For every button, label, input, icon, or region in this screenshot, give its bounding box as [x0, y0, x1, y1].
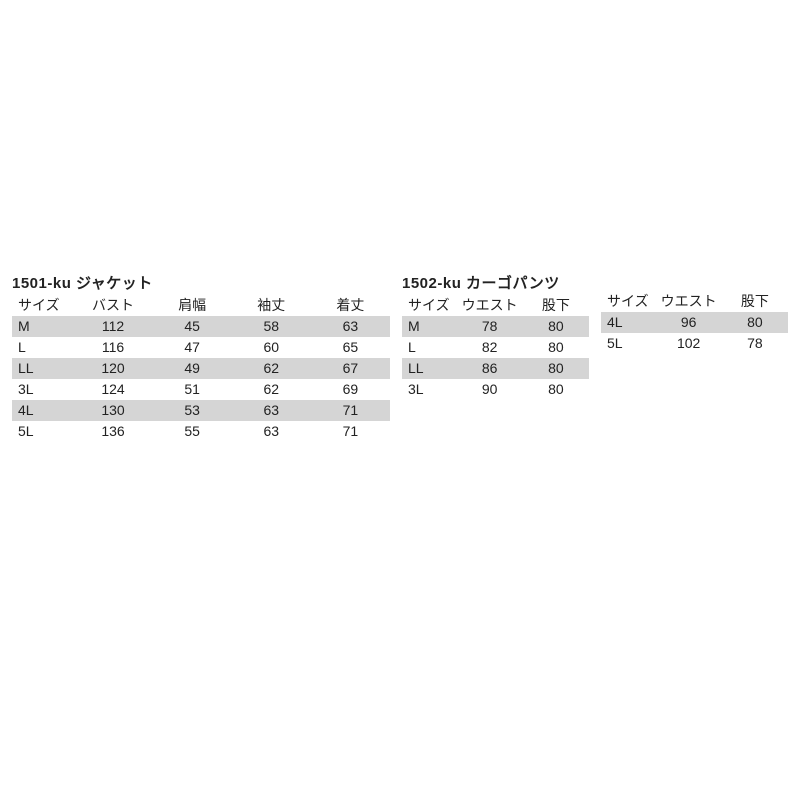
cell: 96: [655, 312, 721, 333]
cell: 71: [311, 400, 390, 421]
cell: 130: [73, 400, 152, 421]
cell: 55: [153, 421, 232, 442]
jacket-header-row: サイズ バスト 肩幅 袖丈 着丈: [12, 295, 390, 316]
cell: LL: [12, 358, 73, 379]
table-row: LL 120 49 62 67: [12, 358, 390, 379]
cell: 4L: [601, 312, 655, 333]
col-sleeve: 袖丈: [232, 295, 311, 316]
col-waist: ウエスト: [655, 291, 721, 312]
cell: 90: [456, 379, 522, 400]
cell: 63: [232, 421, 311, 442]
table-row: M 112 45 58 63: [12, 316, 390, 337]
cell: 65: [311, 337, 390, 358]
table-row: L 82 80: [402, 337, 589, 358]
table-row: 3L 124 51 62 69: [12, 379, 390, 400]
cell: 120: [73, 358, 152, 379]
pants2-title-spacer: [601, 272, 788, 289]
table-row: 4L 96 80: [601, 312, 788, 333]
cell: 136: [73, 421, 152, 442]
cell: 112: [73, 316, 152, 337]
cell: 5L: [12, 421, 73, 442]
table-row: LL 86 80: [402, 358, 589, 379]
cell: 69: [311, 379, 390, 400]
cell: 78: [722, 333, 788, 354]
pants-block: 1502-ku カーゴパンツ サイズ ウエスト 股下 M 78 80 L: [402, 272, 589, 442]
cell: 63: [311, 316, 390, 337]
pants-table: サイズ ウエスト 股下 M 78 80 L 82 80 LL 8: [402, 295, 589, 400]
cell: M: [402, 316, 457, 337]
cell: 47: [153, 337, 232, 358]
table-row: 3L 90 80: [402, 379, 589, 400]
table-row: 5L 136 55 63 71: [12, 421, 390, 442]
pants2-header-row: サイズ ウエスト 股下: [601, 291, 788, 312]
cell: 80: [523, 316, 589, 337]
cell: 80: [523, 358, 589, 379]
cell: 86: [456, 358, 522, 379]
pants-header-row: サイズ ウエスト 股下: [402, 295, 589, 316]
pants2-table: サイズ ウエスト 股下 4L 96 80 5L 102 78: [601, 291, 788, 354]
cell: 58: [232, 316, 311, 337]
cell: 62: [232, 379, 311, 400]
col-size: サイズ: [601, 291, 655, 312]
col-shoulder: 肩幅: [153, 295, 232, 316]
col-waist: ウエスト: [456, 295, 522, 316]
col-inseam: 股下: [523, 295, 589, 316]
col-size: サイズ: [12, 295, 73, 316]
cell: L: [402, 337, 457, 358]
pants2-block: サイズ ウエスト 股下 4L 96 80 5L 102 78: [601, 272, 788, 442]
cell: 4L: [12, 400, 73, 421]
jacket-block: 1501-ku ジャケット サイズ バスト 肩幅 袖丈 着丈 M 112 45: [12, 272, 390, 442]
cell: 45: [153, 316, 232, 337]
cell: 67: [311, 358, 390, 379]
cell: 102: [655, 333, 721, 354]
cell: 78: [456, 316, 522, 337]
cell: 71: [311, 421, 390, 442]
cell: 49: [153, 358, 232, 379]
cell: LL: [402, 358, 457, 379]
table-row: L 116 47 60 65: [12, 337, 390, 358]
cell: 80: [523, 337, 589, 358]
jacket-title: 1501-ku ジャケット: [12, 272, 390, 293]
cell: 62: [232, 358, 311, 379]
table-row: M 78 80: [402, 316, 589, 337]
pants-title: 1502-ku カーゴパンツ: [402, 272, 589, 293]
cell: 3L: [12, 379, 73, 400]
cell: 116: [73, 337, 152, 358]
cell: 5L: [601, 333, 655, 354]
cell: 53: [153, 400, 232, 421]
cell: 82: [456, 337, 522, 358]
cell: M: [12, 316, 73, 337]
col-bust: バスト: [73, 295, 152, 316]
cell: 124: [73, 379, 152, 400]
cell: 80: [722, 312, 788, 333]
jacket-table: サイズ バスト 肩幅 袖丈 着丈 M 112 45 58 63 L 116: [12, 295, 390, 442]
table-row: 5L 102 78: [601, 333, 788, 354]
cell: 60: [232, 337, 311, 358]
table-row: 4L 130 53 63 71: [12, 400, 390, 421]
cell: 63: [232, 400, 311, 421]
col-length: 着丈: [311, 295, 390, 316]
col-size: サイズ: [402, 295, 457, 316]
size-charts: 1501-ku ジャケット サイズ バスト 肩幅 袖丈 着丈 M 112 45: [12, 272, 788, 442]
cell: 3L: [402, 379, 457, 400]
cell: 51: [153, 379, 232, 400]
col-inseam: 股下: [722, 291, 788, 312]
cell: L: [12, 337, 73, 358]
cell: 80: [523, 379, 589, 400]
